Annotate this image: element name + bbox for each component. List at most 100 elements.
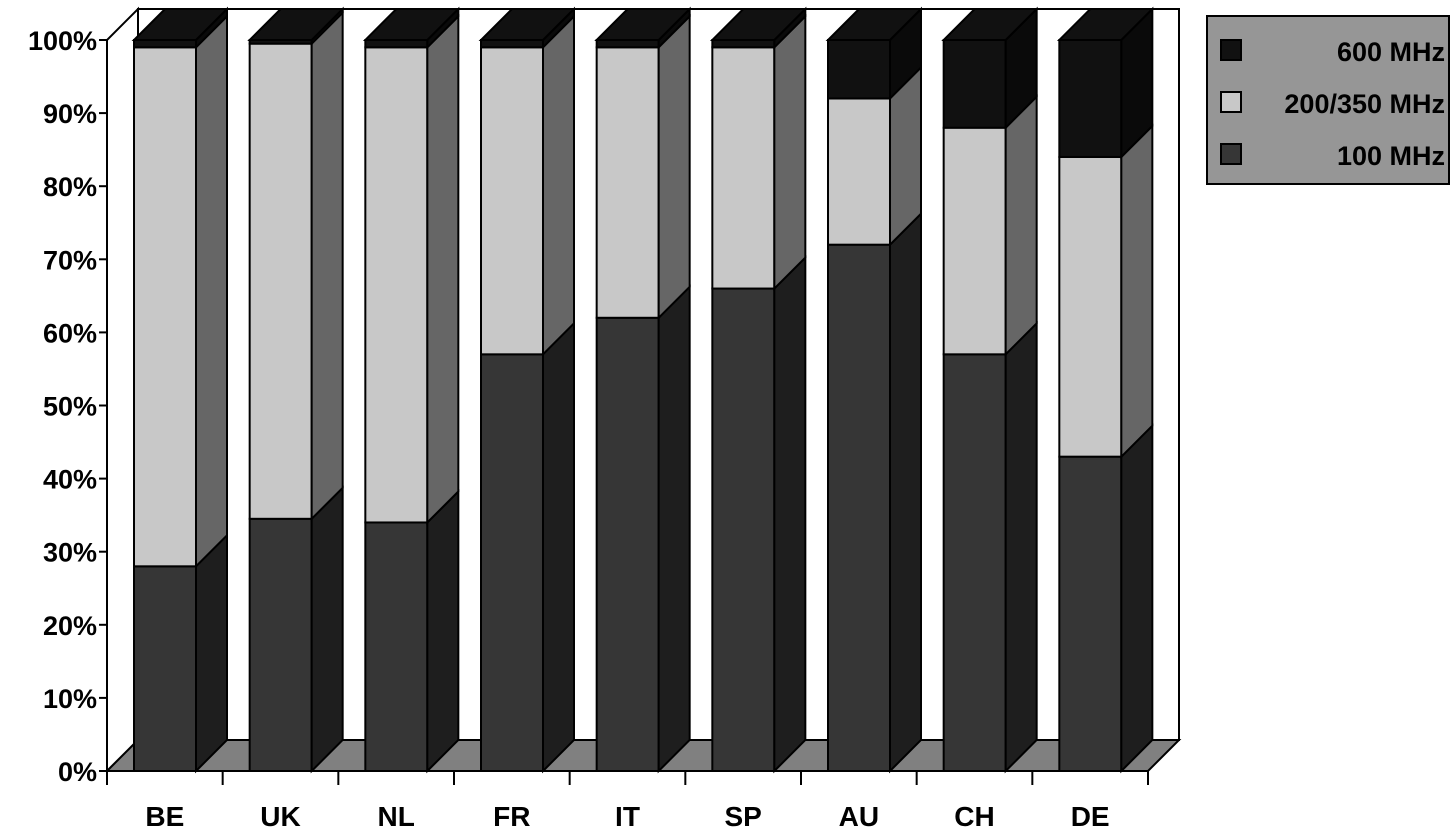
- bar-segment: [711, 255, 807, 774]
- y-tick-label: 80%: [43, 172, 97, 202]
- y-tick-label: 70%: [43, 245, 97, 275]
- bar-top: [941, 8, 1040, 41]
- x-category-label: FR: [493, 801, 530, 832]
- bar-side: [542, 320, 575, 774]
- bar-segment: [827, 65, 922, 248]
- legend-label: 200/350 MHz: [1284, 89, 1445, 119]
- y-tick-label: 20%: [43, 611, 97, 641]
- bar-top: [247, 8, 346, 41]
- bar-front: [711, 46, 776, 290]
- bar-stack-sp: [709, 6, 808, 774]
- bar-front: [364, 39, 429, 49]
- y-tick-label: 100%: [28, 26, 97, 56]
- bar-segment: [827, 211, 922, 774]
- bar-side: [1004, 94, 1038, 357]
- bar-top: [362, 8, 461, 41]
- bar-segment: [942, 320, 1038, 774]
- bar-segment: [480, 6, 575, 50]
- legend-swatch: [1220, 91, 1242, 113]
- bar-segment: [595, 13, 691, 321]
- bar-side: [310, 485, 344, 774]
- bar-segment: [1058, 123, 1154, 460]
- bar-front: [711, 287, 776, 772]
- bar-top: [478, 8, 577, 41]
- y-tick-label: 10%: [43, 684, 97, 714]
- bars: [131, 6, 1155, 774]
- bar-front: [364, 46, 429, 524]
- legend-item: 100 MHz: [1220, 141, 1445, 171]
- legend-swatch: [1220, 143, 1242, 165]
- x-category-label: AU: [839, 801, 879, 832]
- bar-top: [594, 8, 693, 41]
- bar-top: [1056, 8, 1155, 41]
- bar-front: [480, 46, 544, 356]
- bar-front: [364, 521, 429, 773]
- bar-front: [1058, 39, 1123, 158]
- bar-segment: [595, 284, 691, 774]
- y-tick-label: 90%: [43, 99, 97, 129]
- bar-side: [657, 13, 691, 321]
- bar-front: [827, 97, 891, 246]
- bar-front: [1058, 455, 1123, 772]
- bar-stack-uk: [247, 6, 346, 774]
- bar-segment: [364, 489, 460, 774]
- bar-side: [310, 10, 344, 522]
- bar-stack-it: [594, 6, 693, 774]
- bar-stack-nl: [362, 6, 461, 774]
- bar-front: [942, 126, 1007, 356]
- bar-segment: [1058, 6, 1154, 160]
- bar-segment: [711, 6, 807, 50]
- x-category-label: DE: [1071, 801, 1110, 832]
- y-tick-label: 0%: [58, 757, 97, 787]
- bar-front: [711, 39, 776, 49]
- bar-segment: [480, 13, 575, 357]
- bar-top: [131, 8, 230, 41]
- bar-side: [542, 13, 575, 357]
- legend-label: 600 MHz: [1337, 37, 1445, 67]
- bar-segment: [364, 13, 460, 525]
- bar-front: [133, 46, 197, 568]
- bar-segment: [480, 320, 575, 774]
- bar-segment: [711, 13, 807, 291]
- bar-stack-be: [131, 6, 230, 774]
- x-category-label: IT: [615, 801, 640, 832]
- legend-item: 200/350 MHz: [1220, 89, 1445, 119]
- bar-side: [657, 284, 691, 774]
- bar-segment: [248, 485, 344, 774]
- y-tick-label: 50%: [43, 392, 97, 422]
- bar-front: [595, 39, 660, 49]
- bar-side: [195, 532, 228, 774]
- bar-side: [1120, 123, 1154, 460]
- bar-front: [1058, 155, 1123, 458]
- bar-segment: [133, 532, 228, 774]
- bar-side: [426, 13, 460, 525]
- axes: 0% 10% 20% 30% 40% 50% 60% 70% 80% 90% 100% BE UK NL F…: [28, 26, 1149, 832]
- bar-front: [942, 353, 1007, 772]
- bar-stack-au: [825, 6, 924, 774]
- bar-segment: [942, 94, 1038, 357]
- bar-stack-fr: [478, 6, 577, 774]
- bar-front: [480, 353, 544, 772]
- bar-segment: [1058, 423, 1154, 774]
- y-tick-label: 30%: [43, 538, 97, 568]
- bar-front: [827, 39, 891, 100]
- bar-top: [825, 8, 924, 41]
- bar-front: [248, 517, 313, 772]
- legend-swatch: [1220, 39, 1242, 61]
- bar-front: [595, 46, 660, 319]
- bar-segment: [827, 6, 922, 101]
- bar-side: [773, 13, 807, 291]
- x-category-label: SP: [724, 801, 761, 832]
- y-tick-label: 60%: [43, 318, 97, 348]
- bar-front: [827, 243, 891, 772]
- y-tick-label: 40%: [43, 465, 97, 495]
- bar-front: [133, 565, 197, 772]
- legend-item: 600 MHz: [1220, 37, 1445, 67]
- legend-label: 100 MHz: [1337, 141, 1445, 171]
- bar-segment: [133, 13, 228, 569]
- bar-front: [248, 42, 313, 520]
- bar-front: [595, 316, 660, 772]
- bar-side: [426, 489, 460, 774]
- bar-side: [1004, 320, 1038, 774]
